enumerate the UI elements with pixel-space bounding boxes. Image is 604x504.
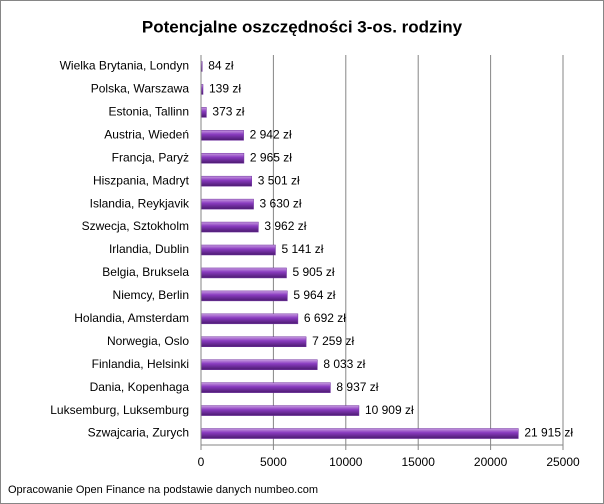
bar [200,267,287,279]
y-tick-label: Norwegia, Oslo [107,334,189,348]
y-tick-label: Szwajcaria, Zurych [88,426,189,440]
value-label: 3 501 zł [258,173,300,187]
value-label: 373 zł [212,105,244,119]
value-label: 10 909 zł [365,403,414,417]
bar [200,359,318,370]
x-tick-label: 5000 [260,455,287,469]
bar [200,152,245,164]
value-label: 21 915 zł [524,426,573,440]
x-tick-label: 0 [198,455,205,469]
value-label: 8 033 zł [323,357,365,371]
y-tick-label: Belgia, Bruksela [102,265,189,279]
y-tick-label: Irlandia, Dublin [109,242,189,256]
y-tick-label: Hiszpania, Madryt [93,173,190,187]
value-label: 6 692 zł [304,311,346,325]
y-tick-label: Francja, Paryż [112,150,189,164]
bar [200,175,252,187]
source-note: Opracowanie Open Finance na podstawie da… [8,484,318,496]
y-tick-label: Islandia, Reykjavik [90,196,190,210]
value-label: 2 965 zł [250,150,292,164]
value-label: 5 141 zł [281,242,323,256]
y-tick-label: Austria, Wiedeń [104,127,189,141]
bar [200,313,299,325]
value-label: 84 zł [208,59,234,73]
bar [200,428,519,439]
y-tick-label: Estonia, Tallinn [109,105,190,119]
y-tick-label: Luksemburg, Luksemburg [50,403,189,417]
value-label: 2 942 zł [250,127,292,141]
y-tick-label: Polska, Warszawa [91,82,190,96]
bar [200,198,254,210]
y-tick-label: Niemcy, Berlin [113,288,189,302]
bar [200,107,207,118]
bar [200,382,331,393]
x-tick-label: 25000 [546,455,580,469]
y-tick-label: Wielka Brytania, Londyn [60,59,189,73]
y-tick-label: Holandia, Amsterdam [74,311,189,325]
value-label: 8 937 zł [336,380,378,394]
bar [200,244,276,256]
bar [200,130,244,141]
y-tick-label: Dania, Kopenhaga [90,380,190,394]
value-label: 5 905 zł [293,265,335,279]
x-tick-label: 15000 [402,455,436,469]
y-tick-label: Finlandia, Helsinki [92,357,189,371]
value-label: 139 zł [209,82,241,96]
value-label: 3 962 zł [264,219,306,233]
x-tick-label: 20000 [474,455,508,469]
y-tick-label: Szwecja, Sztokholm [82,219,189,233]
value-label: 5 964 zł [293,288,335,302]
bar [200,221,259,233]
bar [200,405,360,416]
chart-title: Potencjalne oszczędności 3-os. rodziny [142,17,463,36]
bar [200,290,288,302]
bar [200,336,307,348]
x-tick-label: 10000 [329,455,363,469]
value-label: 7 259 zł [312,334,354,348]
value-label: 3 630 zł [260,196,302,210]
